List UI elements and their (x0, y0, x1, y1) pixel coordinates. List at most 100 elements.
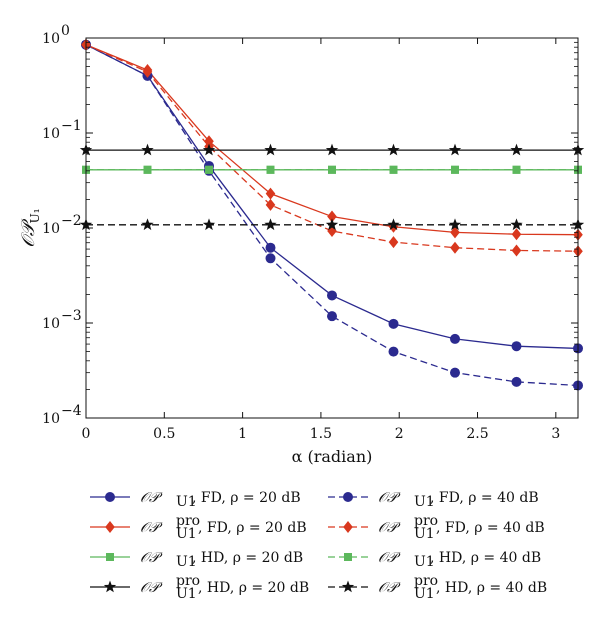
data-point-s6-6 (448, 143, 462, 156)
series-line-2 (85, 44, 579, 236)
data-point-s6-1 (141, 143, 154, 156)
legend-label: , FD, ρ = 40 dB (436, 520, 545, 536)
data-point-s7-2 (202, 218, 216, 231)
data-point-s6-2 (202, 143, 216, 156)
x-tick-label: 3 (551, 426, 560, 442)
x-tick-label: 1.5 (310, 426, 332, 442)
y-tick-exponent: −2 (61, 213, 82, 229)
data-point-s5-5 (389, 165, 398, 174)
data-point-s2-4 (327, 210, 337, 223)
data-point-s3-7 (511, 244, 522, 257)
legend-subscript: U1 (176, 494, 197, 510)
x-tick-label: 0.5 (153, 426, 175, 442)
legend-subscript: U1 (176, 554, 197, 570)
data-point-s6-5 (387, 143, 400, 156)
data-point-s5-3 (266, 165, 275, 174)
data-point-s1-5 (388, 346, 399, 357)
legend-subscript: U1 (414, 586, 435, 602)
legend-marker (106, 553, 114, 561)
y-tick-exponent: −4 (61, 403, 82, 419)
data-point-s0-5 (388, 318, 399, 329)
y-tick-exponent: −3 (61, 308, 82, 324)
axes: 0 0.5 1 1.5 2 2.5 310−410−310−210−110 0α (radia… (18, 23, 579, 466)
data-point-s7-3 (264, 218, 277, 231)
x-axis-label: α (radian) (292, 447, 373, 466)
x-tick-label: 1 (238, 426, 247, 442)
legend-superscript: pro (176, 573, 200, 589)
legend-op: 𝒪𝒫 (140, 490, 163, 506)
data-point-s3-1 (142, 65, 153, 78)
legend-label: , FD, ρ = 40 dB (430, 490, 539, 506)
legend-label: , HD, ρ = 40 dB (430, 550, 541, 566)
legend-subscript: U1 (414, 494, 435, 510)
data-point-s7-4 (325, 218, 339, 231)
data-point-s6-3 (264, 143, 277, 156)
legend-label: , FD, ρ = 20 dB (198, 520, 307, 536)
data-point-s3-6 (450, 241, 460, 254)
y-tick-label: 10 (42, 411, 60, 427)
legend-op: 𝒪𝒫 (140, 580, 163, 596)
legend-marker (105, 492, 115, 502)
y-tick-exponent: −1 (61, 118, 82, 134)
legend-marker (341, 580, 355, 593)
legend-subscript: U1 (414, 526, 435, 542)
legend-subscript: U1 (176, 526, 197, 542)
data-point-s2-7 (511, 228, 522, 241)
y-tick-exponent: 0 (61, 23, 70, 39)
legend-marker (103, 580, 117, 593)
legend-entry-5: 𝒪𝒫 U1, HD, ρ = 40 dB (328, 550, 541, 570)
legend-entry-4: 𝒪𝒫 U1, HD, ρ = 20 dB (90, 550, 303, 570)
legend-label: , FD, ρ = 20 dB (192, 490, 301, 506)
legend: 𝒪𝒫 U1, FD, ρ = 20 dB 𝒪𝒫 U1, FD, ρ = 40 dB𝒪𝒫… (90, 490, 547, 602)
y-axis-label-sub: U₁ (28, 208, 42, 223)
legend-label: , HD, ρ = 20 dB (192, 550, 303, 566)
data-point-s1-7 (511, 376, 522, 387)
data-point-s0-3 (265, 242, 276, 253)
legend-entry-0: 𝒪𝒫 U1, FD, ρ = 20 dB (90, 490, 301, 510)
data-point-s3-5 (388, 236, 399, 249)
legend-op: 𝒪𝒫 (378, 490, 401, 506)
legend-superscript: pro (176, 513, 200, 529)
data-point-s3-3 (265, 198, 276, 211)
legend-entry-1: 𝒪𝒫 U1, FD, ρ = 40 dB (328, 490, 539, 510)
x-tick-label: 2.5 (466, 426, 488, 442)
legend-op: 𝒪𝒫 (378, 580, 401, 596)
legend-marker (343, 492, 353, 502)
data-point-s1-4 (327, 311, 337, 322)
legend-op: 𝒪𝒫 (140, 520, 163, 536)
series-line-3 (85, 44, 579, 252)
legend-op: 𝒪𝒫 (378, 550, 401, 566)
legend-subscript: U1 (414, 554, 435, 570)
y-tick-label: 10 (42, 31, 60, 47)
data-point-s7-1 (141, 218, 154, 231)
legend-label: , HD, ρ = 20 dB (198, 580, 309, 596)
data-point-s7-6 (448, 218, 462, 231)
plot-area (79, 38, 585, 391)
data-point-s2-6 (450, 226, 460, 239)
data-point-s5-7 (512, 165, 521, 174)
y-axis-label: 𝒪𝒫U₁ (18, 208, 42, 247)
legend-marker (343, 521, 353, 533)
y-axis-label-main: 𝒪𝒫 (18, 218, 39, 247)
data-point-s7-5 (387, 218, 400, 231)
y-tick-label: 10 (42, 221, 60, 237)
data-point-s0-6 (450, 333, 460, 344)
data-point-s2-3 (265, 187, 276, 200)
legend-subscript: U1 (176, 586, 197, 602)
legend-marker (105, 521, 115, 533)
legend-op: 𝒪𝒫 (378, 520, 401, 536)
data-point-s5-2 (205, 165, 213, 174)
data-point-s7-7 (510, 218, 523, 231)
legend-superscript: pro (414, 573, 438, 589)
data-point-s1-3 (265, 253, 276, 264)
data-point-s6-4 (325, 143, 339, 156)
data-point-s5-4 (328, 165, 336, 174)
data-point-s5-1 (143, 165, 152, 174)
data-point-s0-4 (327, 290, 337, 301)
data-point-s5-6 (451, 165, 459, 174)
